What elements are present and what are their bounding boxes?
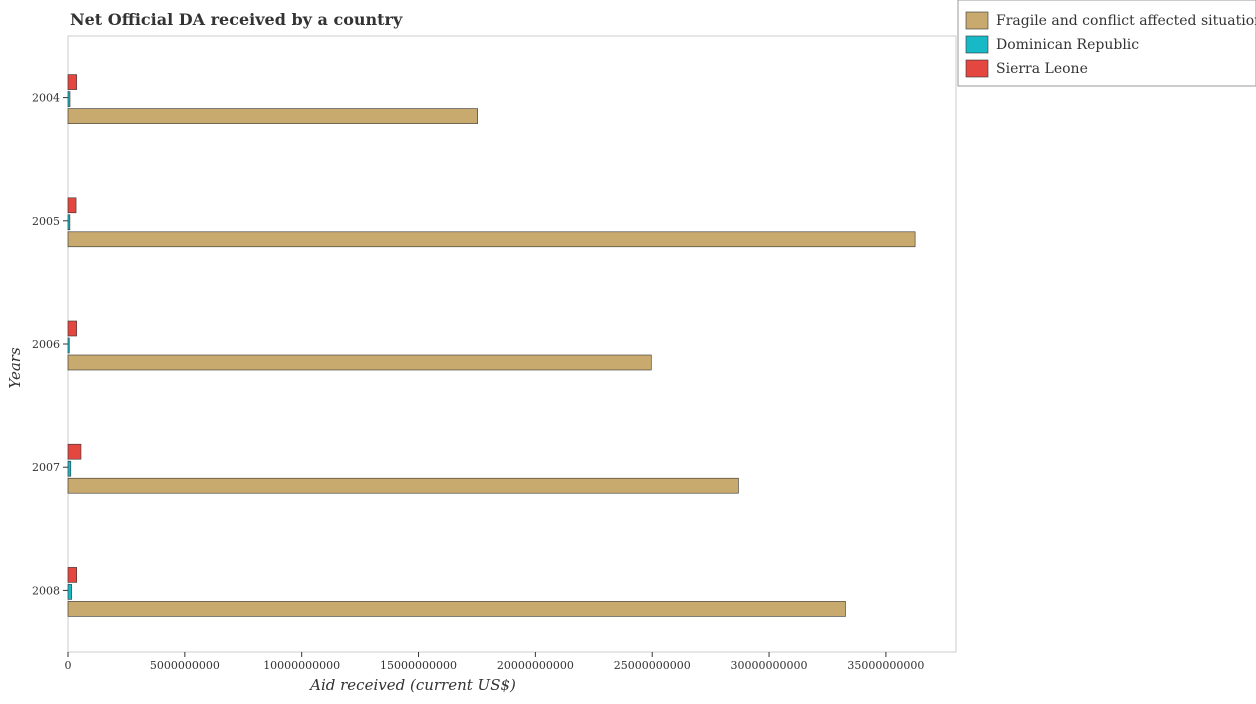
legend-swatch-2 — [965, 59, 989, 78]
legend-swatch-1 — [965, 35, 989, 54]
legend-label-0: Fragile and conflict affected situations — [996, 13, 1256, 29]
bar-sierra-leone-2008 — [67, 567, 77, 583]
legend-box — [957, 0, 1256, 87]
bar-dominican-republic-2004 — [67, 91, 71, 107]
x-tick-label: 5000000000 — [150, 659, 220, 672]
plot-border — [67, 35, 957, 653]
bar-dominican-republic-2005 — [67, 214, 71, 231]
y-tick-label-2005: 2005 — [32, 215, 60, 228]
x-axis: 0 5000000000 10000000000 15000000000 2000000… — [65, 652, 924, 672]
x-tick-label: 25000000000 — [614, 659, 691, 672]
bar-sierra-leone-2004 — [67, 74, 77, 90]
bar-fragile-2004 — [67, 108, 478, 124]
x-tick-label: 10000000000 — [263, 659, 340, 672]
x-tick-label: 30000000000 — [731, 659, 808, 672]
y-axis-title: Years — [6, 347, 24, 389]
x-axis-title: Aid received (current US$) — [308, 676, 516, 694]
bar-sierra-leone-2007 — [67, 443, 82, 460]
bar-dominican-republic-2007 — [67, 460, 72, 477]
legend-swatch-0 — [965, 11, 989, 30]
bar-fragile-2008 — [67, 601, 846, 617]
x-tick-label: 35000000000 — [847, 659, 924, 672]
legend-label-1: Dominican Republic — [996, 37, 1139, 53]
plot-area — [67, 35, 957, 653]
bar-dominican-republic-2006 — [67, 337, 70, 354]
x-tick-label: 0 — [65, 659, 72, 672]
x-tick-label: 15000000000 — [380, 659, 457, 672]
bar-dominican-republic-2008 — [67, 584, 72, 600]
y-tick-label-2004: 2004 — [32, 92, 60, 105]
y-axis: 2004 2005 2006 2007 2008 — [32, 92, 68, 597]
bar-sierra-leone-2005 — [67, 197, 77, 214]
chart-title: Net Official DA received by a country — [70, 10, 403, 29]
y-tick-label-2007: 2007 — [32, 461, 60, 474]
bar-fragile-2005 — [67, 231, 916, 248]
legend-label-2: Sierra Leone — [996, 61, 1088, 77]
y-tick-label-2006: 2006 — [32, 338, 60, 351]
x-tick-label: 20000000000 — [497, 659, 574, 672]
bars-group — [67, 74, 916, 617]
legend: Fragile and conflict affected situations… — [957, 0, 1256, 87]
bar-sierra-leone-2006 — [67, 320, 77, 337]
bar-fragile-2007 — [67, 477, 739, 494]
bar-fragile-2006 — [67, 354, 652, 371]
y-tick-label-2008: 2008 — [32, 584, 60, 597]
